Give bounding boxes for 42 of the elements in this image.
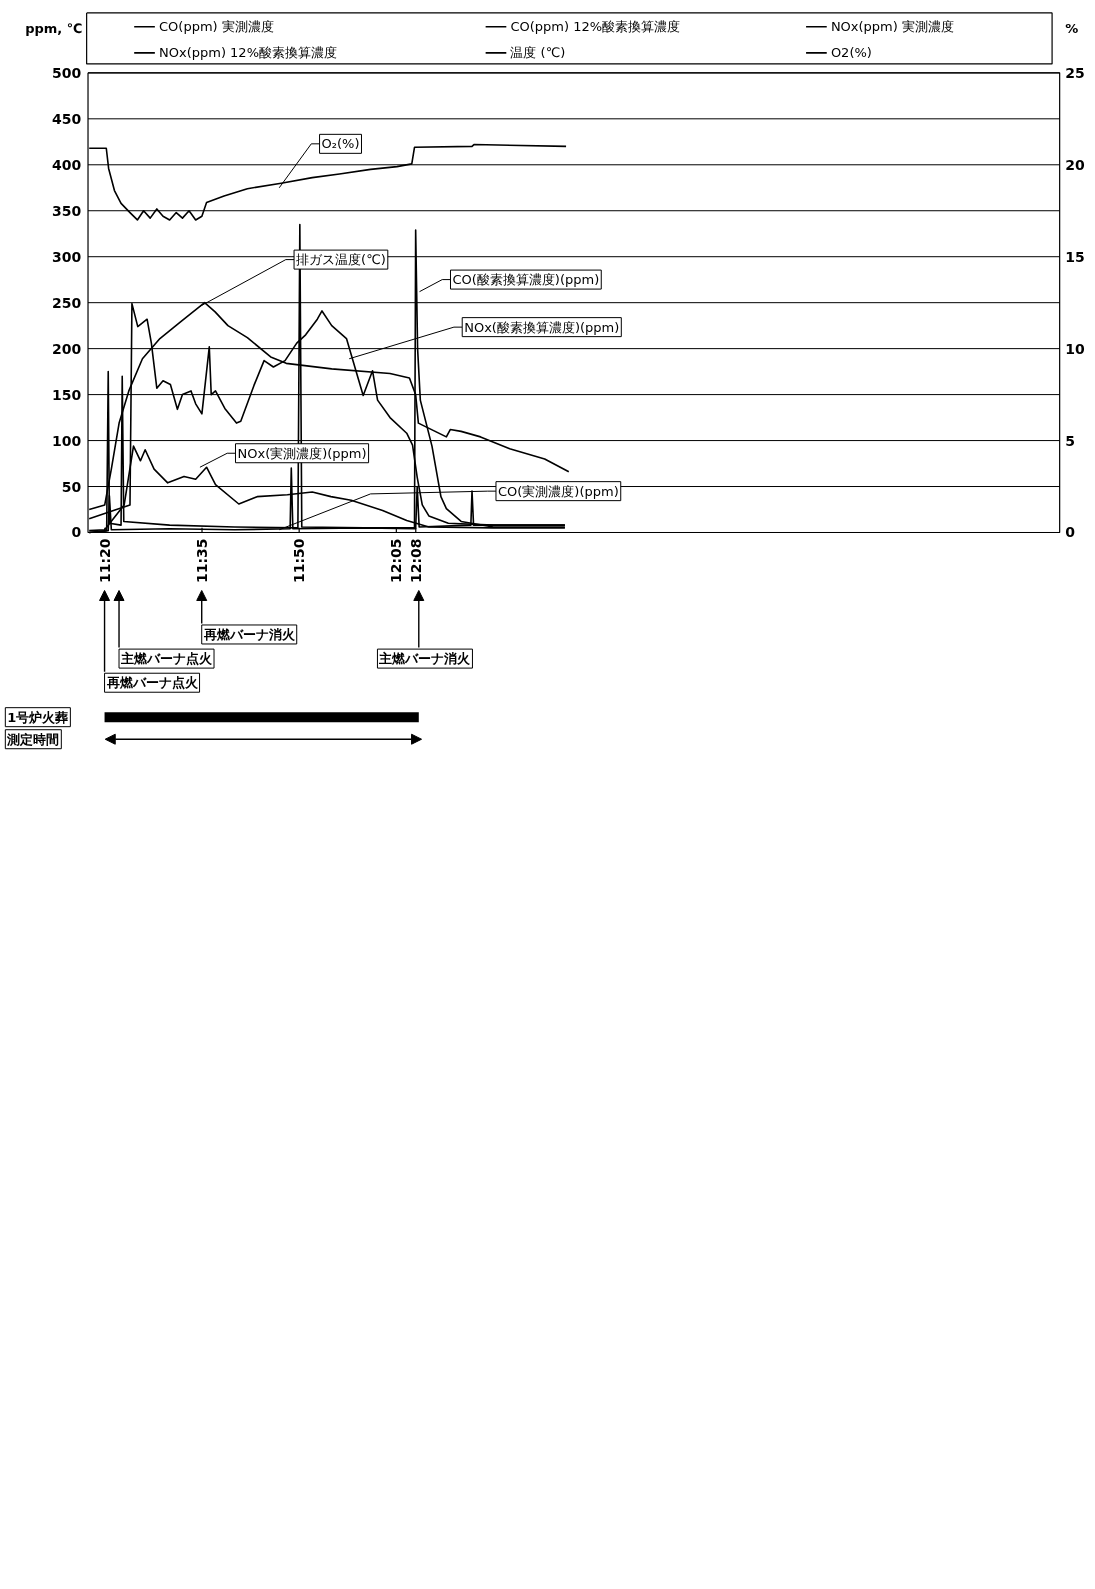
y2-tick-label: 20 (1065, 156, 1085, 173)
text: 再燃バーナ点火 (105, 675, 199, 691)
y2-tick-label: 5 (1065, 432, 1075, 449)
x-tick-label: 12:05 (388, 538, 405, 584)
x-tick-label: 11:35 (194, 538, 211, 584)
legend-label: CO(ppm) 12%酸素換算濃度 (510, 19, 681, 35)
annotation: NOx(酸素換算濃度)(ppm) (464, 319, 620, 335)
y-axis-title: ppm, ℃ (25, 20, 83, 36)
text: 主燃バーナ点火 (120, 651, 214, 667)
text: 再燃バーナ消火 (202, 626, 296, 642)
y2-axis-title: % (1065, 20, 1079, 36)
x-tick-label: 11:20 (96, 538, 113, 584)
x-tick-label: 12:08 (407, 538, 424, 584)
text: 1号炉火葬 (7, 709, 69, 725)
y2-tick-label: 0 (1065, 524, 1076, 541)
x-tick-label: 11:50 (291, 538, 308, 584)
legend-label: 温度 (℃) (510, 45, 566, 61)
y-tick-label: 200 (51, 340, 82, 357)
annotation: CO(酸素換算濃度)(ppm) (452, 272, 600, 288)
annotation: 排ガス温度(℃) (296, 252, 386, 268)
y-tick-label: 250 (51, 294, 82, 311)
y-tick-label: 450 (51, 110, 82, 127)
y-tick-label: 400 (51, 156, 82, 173)
y2-tick-label: 10 (1065, 340, 1085, 357)
legend-label: NOx(ppm) 実測濃度 (830, 19, 954, 35)
y-tick-label: 300 (51, 248, 82, 265)
text: 測定時間 (6, 731, 60, 747)
y-tick-label: 50 (61, 478, 82, 495)
y-tick-label: 150 (51, 386, 82, 403)
legend-label: O2(%) (830, 45, 872, 61)
y2-tick-label: 25 (1065, 64, 1085, 81)
legend-label: NOx(ppm) 12%酸素換算濃度 (159, 45, 337, 61)
y-tick-label: 0 (71, 524, 82, 541)
annotation: CO(実測濃度)(ppm) (497, 483, 619, 499)
y-tick-label: 350 (51, 202, 82, 219)
text: 主燃バーナ消火 (378, 651, 472, 667)
legend-label: CO(ppm) 実測濃度 (159, 19, 274, 35)
annotation: O₂(%) (321, 136, 360, 152)
y-tick-label: 500 (51, 64, 82, 81)
y-tick-label: 100 (51, 432, 82, 449)
y2-tick-label: 15 (1065, 248, 1085, 265)
annotation: NOx(実測濃度)(ppm) (237, 445, 367, 461)
